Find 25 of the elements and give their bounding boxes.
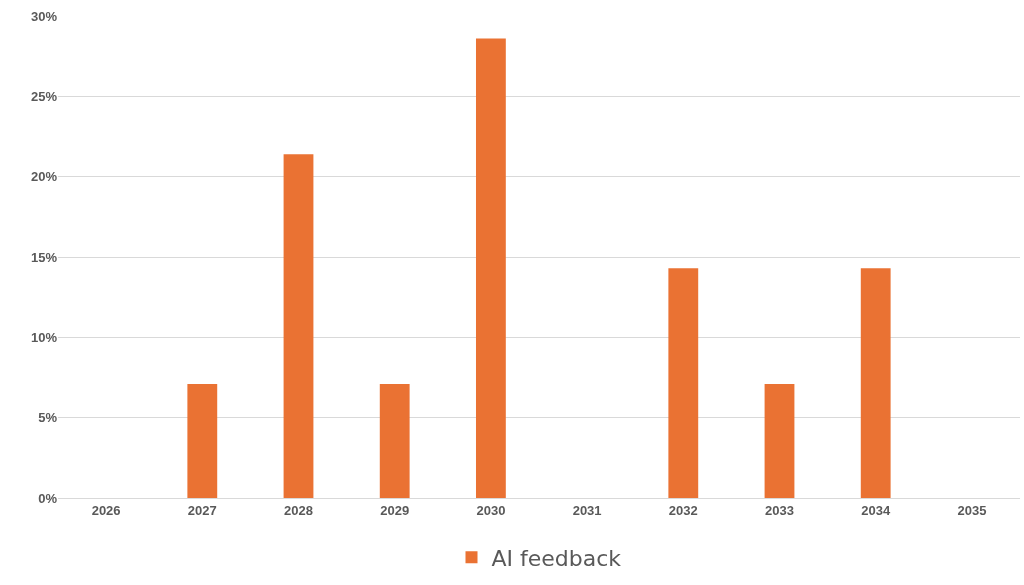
bar <box>187 383 218 498</box>
bar <box>475 38 506 498</box>
x-tick-label: 2028 <box>284 502 313 518</box>
x-tick-label: 2034 <box>861 502 891 518</box>
y-tick-label: 10% <box>30 329 58 345</box>
x-tick-label: 2033 <box>765 502 794 518</box>
x-tick-label: 2029 <box>380 502 410 518</box>
bar <box>283 154 314 498</box>
x-tick-label: 2030 <box>476 502 506 518</box>
y-tick-label: 20% <box>30 169 58 185</box>
x-tick-label: 2031 <box>572 502 602 518</box>
legend-label: AI feedback <box>491 545 622 571</box>
bar <box>668 268 699 498</box>
y-tick-label: 30% <box>30 8 58 24</box>
x-tick-label: 2032 <box>668 502 698 518</box>
x-tick-label: 2026 <box>91 502 121 518</box>
y-tick-label: 15% <box>30 249 58 265</box>
x-tick-label: 2035 <box>957 502 987 518</box>
y-tick-label: 0% <box>38 490 58 506</box>
bar <box>860 268 891 498</box>
y-tick-label: 25% <box>30 88 58 104</box>
x-tick-label: 2027 <box>187 502 217 518</box>
bar <box>764 383 795 498</box>
bar <box>379 383 410 498</box>
y-tick-label: 5% <box>38 410 58 426</box>
